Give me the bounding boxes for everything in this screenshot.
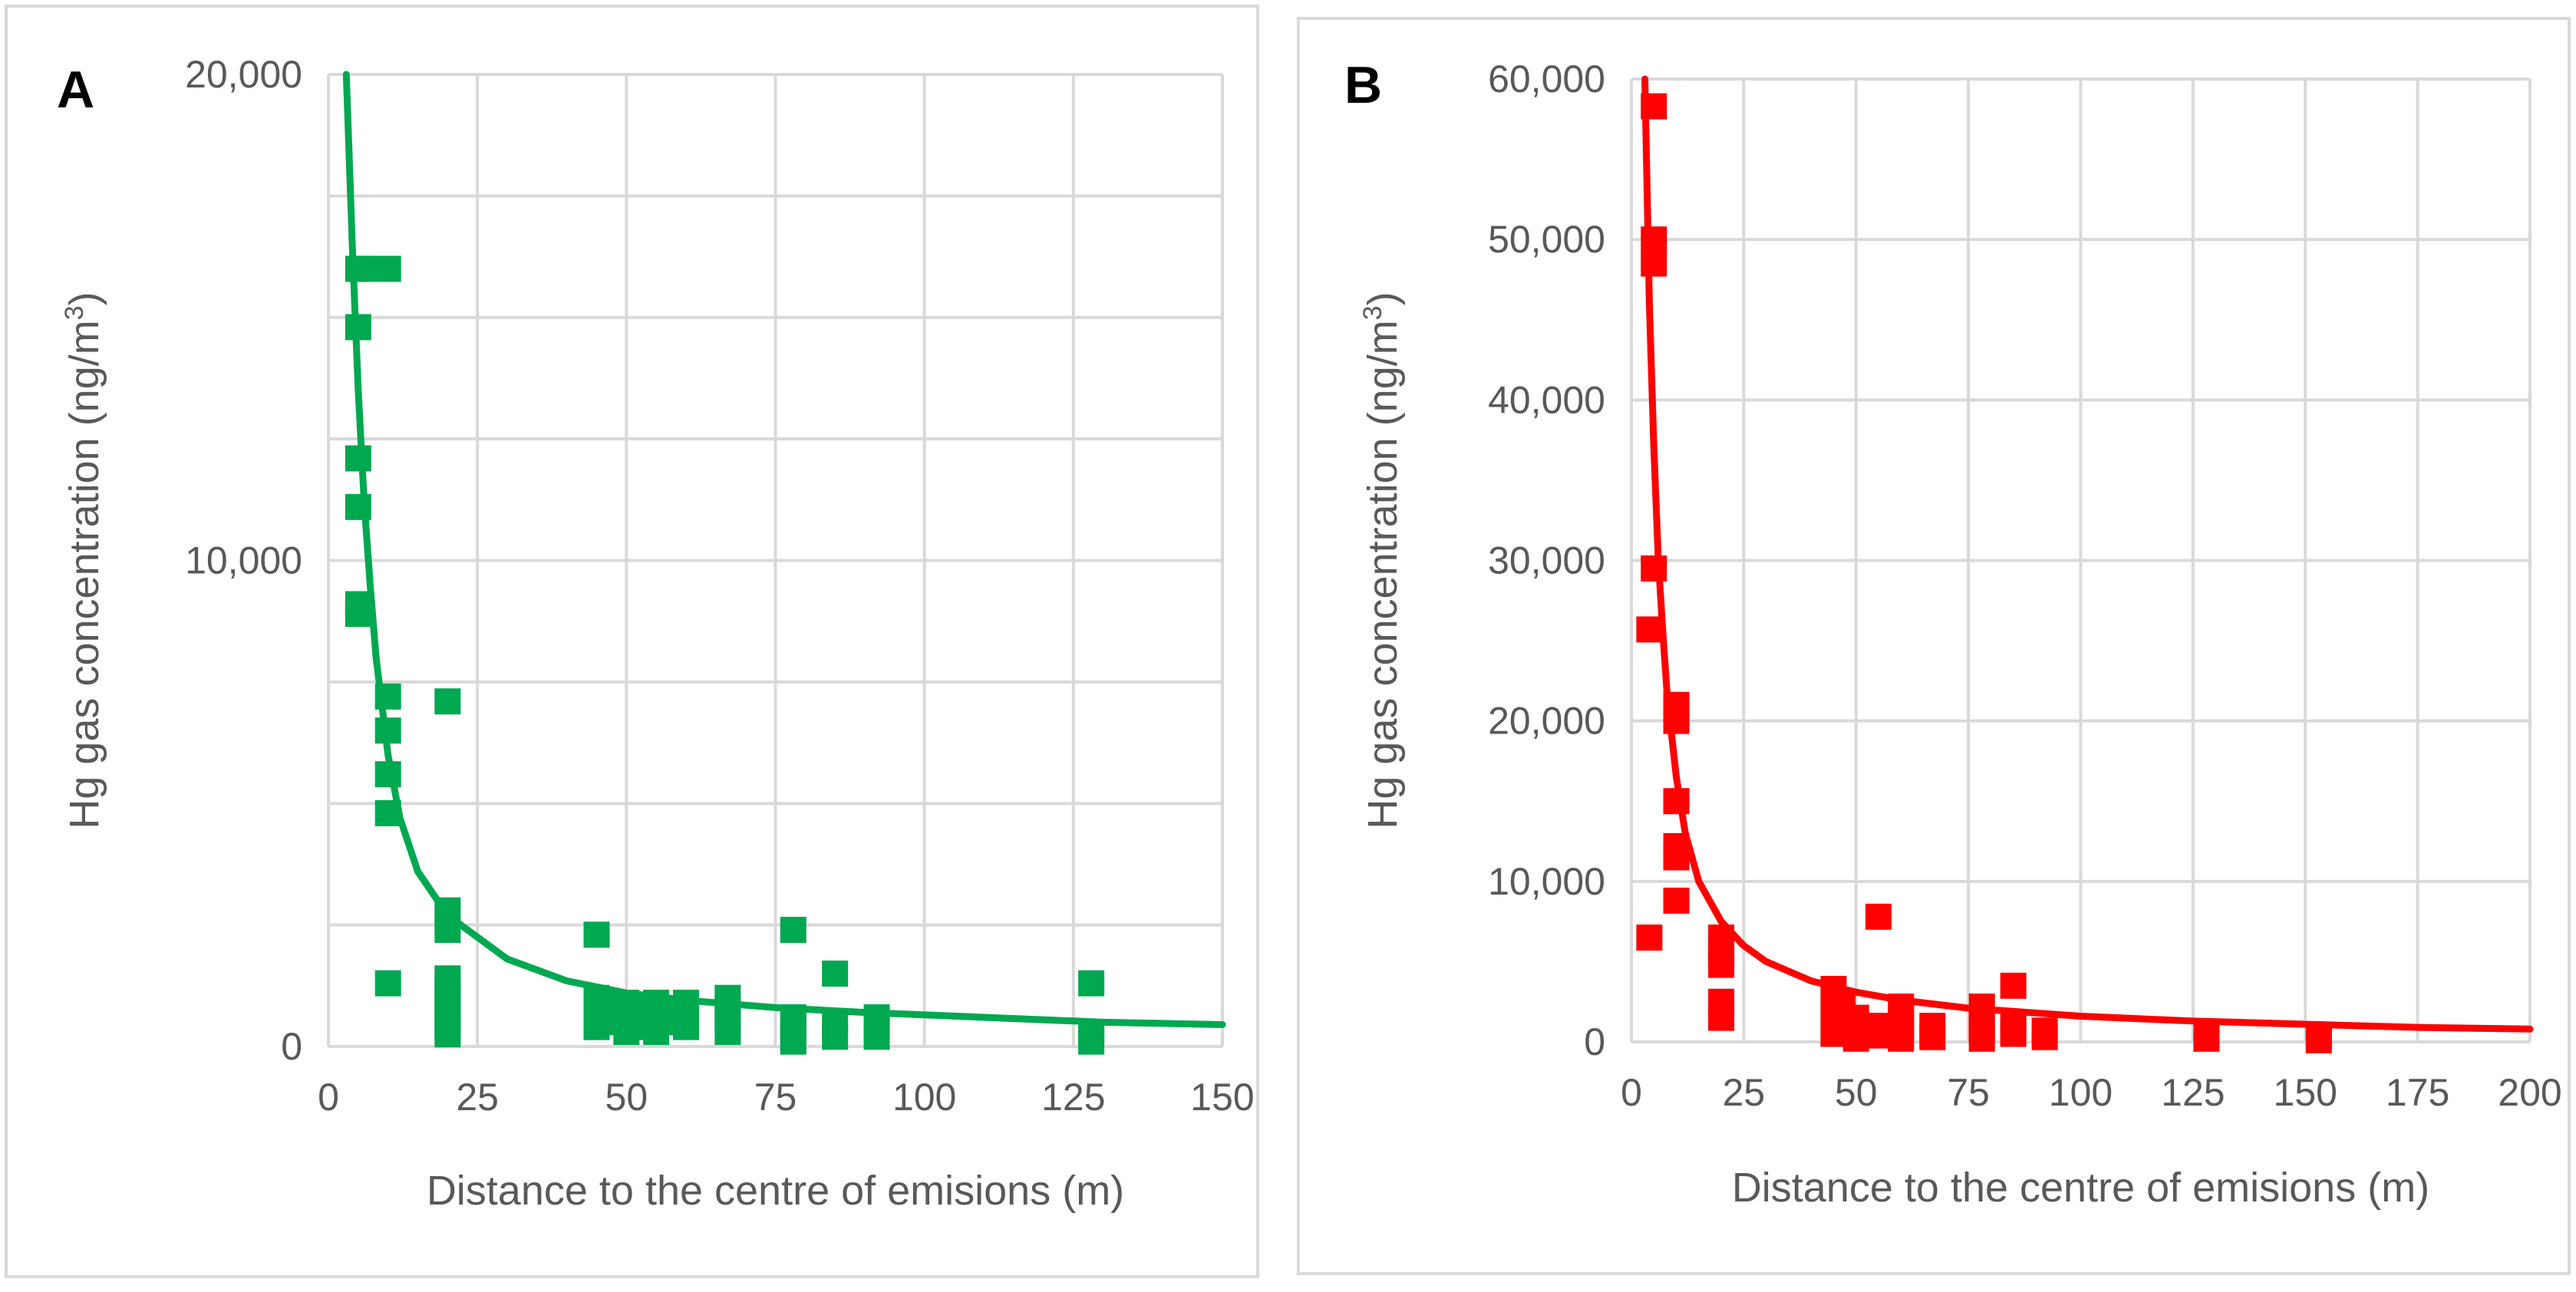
y-tick-label: 0 <box>281 1025 302 1068</box>
data-point <box>1636 925 1663 951</box>
x-tick-label: 150 <box>2274 1071 2337 1114</box>
y-axis-title-superscript: 3 <box>1358 305 1387 320</box>
data-point <box>2031 1023 2058 1050</box>
x-tick-label: 100 <box>2049 1071 2113 1114</box>
y-axis-title: Hg gas concentration (ng/m3) <box>1358 292 1406 829</box>
y-axis-title-superscript: 3 <box>60 305 89 320</box>
data-point <box>1888 1025 1915 1052</box>
data-point <box>780 1028 806 1055</box>
x-tick-label: 25 <box>1723 1071 1766 1114</box>
data-point <box>345 601 371 628</box>
data-point <box>374 255 401 282</box>
x-tick-label: 125 <box>2161 1071 2225 1114</box>
chart-b-svg: 0 10,000 20,000 30,000 40,000 50,000 60,000 0 25… <box>1344 56 2562 1211</box>
data-point <box>1641 555 1667 582</box>
y-axis-title: Hg gas concentration (ng/m3) <box>60 292 107 829</box>
panel-label: A <box>57 61 94 119</box>
data-point <box>2193 1025 2220 1052</box>
data-point <box>822 1023 849 1050</box>
x-tick-label: 150 <box>1190 1076 1254 1119</box>
x-axis-title: Distance to the centre of emisions (m) <box>1732 1165 2429 1211</box>
y-axis-title-main: Hg gas concentration (ng/m <box>1360 320 1406 829</box>
x-tick-label: 125 <box>1041 1076 1105 1119</box>
data-point <box>1663 844 1690 871</box>
x-tick-label: 75 <box>754 1076 797 1119</box>
data-point <box>673 1013 699 1040</box>
y-axis-title-close: ) <box>1360 292 1406 305</box>
y-axis-title-main: Hg gas concentration (ng/m <box>61 320 107 829</box>
data-point <box>1663 887 1690 914</box>
data-point <box>2000 1020 2027 1047</box>
x-axis-title: Distance to the centre of emisions (m) <box>427 1168 1124 1214</box>
y-tick-label: 10,000 <box>1488 860 1605 903</box>
data-point <box>714 1018 741 1045</box>
data-point <box>1842 1025 1869 1052</box>
data-point <box>1968 1025 1995 1052</box>
data-point <box>780 916 806 943</box>
chart-panel-b: 0 10,000 20,000 30,000 40,000 50,000 60,000 0 25… <box>1297 17 2571 1275</box>
data-point <box>1641 250 1667 277</box>
x-tick-label: 50 <box>1835 1071 1878 1114</box>
chart-a-svg: 0 10,000 20,000 0 25 50 75 100 125 150 Distance to… <box>57 53 1255 1214</box>
x-tick-label: 75 <box>1947 1071 1990 1114</box>
data-point <box>2000 972 2027 999</box>
trendline <box>342 71 1226 1028</box>
x-tick-label: 100 <box>892 1076 956 1119</box>
data-point <box>1865 1022 1892 1049</box>
panel-label: B <box>1344 56 1382 114</box>
data-point <box>1078 970 1105 997</box>
data-point <box>1919 1023 1946 1050</box>
chart-panel-a: 0 10,000 20,000 0 25 50 75 100 125 150 Distance to… <box>5 5 1259 1278</box>
y-tick-label: 60,000 <box>1488 58 1605 101</box>
y-tick-label: 20,000 <box>185 53 302 96</box>
trendline <box>1641 75 2534 1033</box>
data-point <box>1636 616 1663 643</box>
data-point <box>1708 951 1735 978</box>
data-point <box>2305 1027 2332 1053</box>
y-tick-label: 0 <box>1584 1020 1605 1063</box>
x-tick-label: 0 <box>1621 1071 1642 1114</box>
data-point <box>434 688 461 715</box>
y-axis-title-close: ) <box>61 292 107 305</box>
data-point <box>822 960 849 987</box>
y-tick-label: 30,000 <box>1488 539 1605 582</box>
data-point <box>1865 903 1892 930</box>
x-tick-label: 175 <box>2386 1071 2449 1114</box>
data-point <box>863 1023 890 1050</box>
y-tick-label: 40,000 <box>1488 378 1605 421</box>
x-tick-label: 50 <box>605 1076 648 1119</box>
x-tick-label: 200 <box>2498 1071 2561 1114</box>
data-point <box>1078 1028 1105 1055</box>
data-point <box>1708 1004 1735 1031</box>
y-tick-label: 20,000 <box>1488 700 1605 743</box>
x-tick-label: 0 <box>318 1076 339 1119</box>
x-tick-label: 25 <box>456 1076 499 1119</box>
data-point <box>583 921 610 948</box>
data-point <box>434 1021 461 1048</box>
data-point <box>374 970 401 997</box>
y-tick-label: 50,000 <box>1488 218 1605 261</box>
y-tick-label: 10,000 <box>185 539 302 582</box>
